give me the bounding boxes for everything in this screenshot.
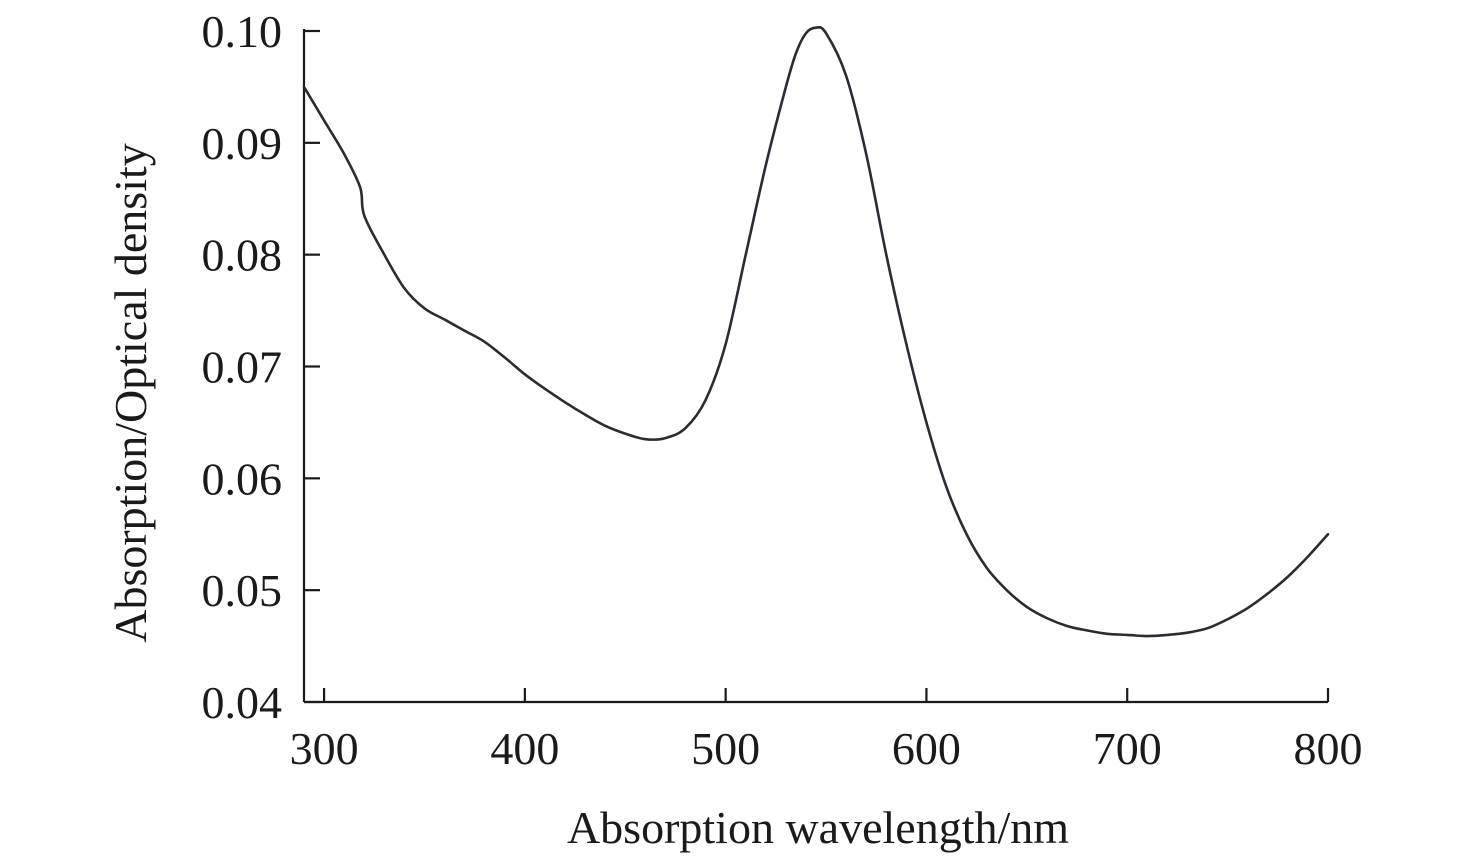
x-axis-title: Absorption wavelength/nm bbox=[567, 802, 1069, 853]
x-tick-label: 400 bbox=[490, 723, 559, 774]
y-tick-label: 0.06 bbox=[202, 453, 283, 504]
absorption-series-line bbox=[302, 26, 1330, 638]
y-tick-label: 0.08 bbox=[202, 230, 283, 281]
x-tick-label: 600 bbox=[892, 723, 961, 774]
x-axis-ticks: 300 400 500 600 700 800 bbox=[290, 688, 1363, 774]
axes bbox=[302, 29, 1328, 704]
y-tick-label: 0.10 bbox=[202, 6, 283, 57]
y-axis-title: Absorption/Optical density bbox=[105, 143, 156, 643]
x-tick-label: 300 bbox=[290, 723, 359, 774]
y-tick-label: 0.05 bbox=[202, 565, 283, 616]
y-axis-ticks: 0.04 0.05 0.06 0.07 0.08 0.09 0.10 bbox=[202, 6, 320, 728]
y-tick-label: 0.07 bbox=[202, 342, 283, 393]
y-tick-label: 0.04 bbox=[202, 677, 283, 728]
x-tick-label: 700 bbox=[1093, 723, 1162, 774]
x-tick-label: 800 bbox=[1294, 723, 1363, 774]
x-tick-label: 500 bbox=[691, 723, 760, 774]
y-tick-label: 0.09 bbox=[202, 118, 283, 169]
